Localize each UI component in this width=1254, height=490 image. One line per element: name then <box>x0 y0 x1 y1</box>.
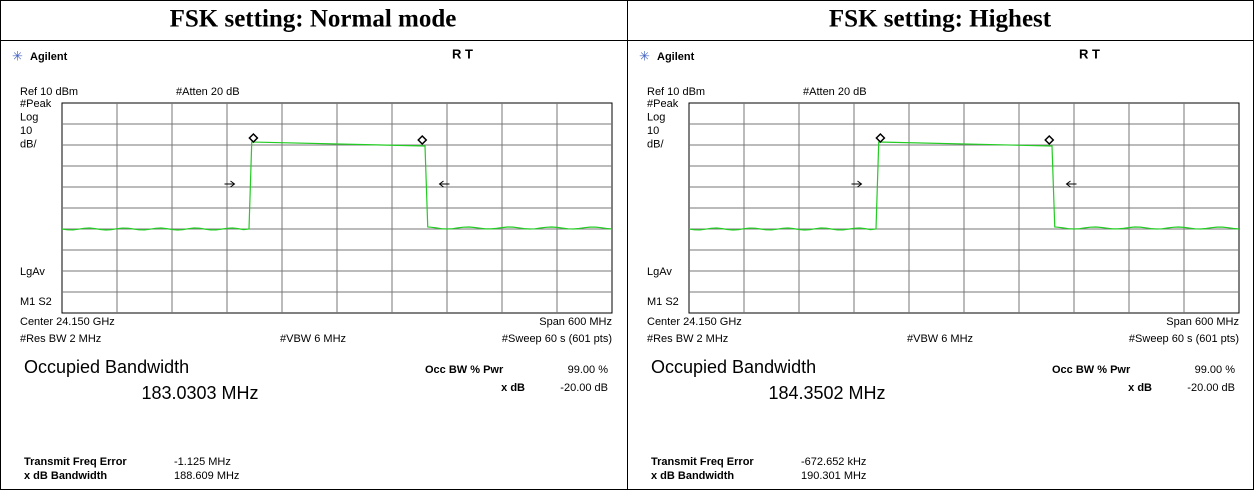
brand: Agilent <box>30 51 68 63</box>
brand: Agilent <box>657 51 695 63</box>
panel-title: FSK setting: Normal mode <box>170 6 457 33</box>
side-label: Log <box>20 111 38 123</box>
sweep: #Sweep 60 s (601 pts) <box>502 333 612 345</box>
xdb-value: -20.00 dB <box>1187 382 1235 394</box>
center-freq: Center 24.150 GHz <box>647 316 742 328</box>
sweep: #Sweep 60 s (601 pts) <box>1129 333 1239 345</box>
arrow-left <box>851 180 863 188</box>
tfe-value: -1.125 MHz <box>174 456 231 468</box>
obw-value: 184.3502 MHz <box>768 383 885 403</box>
status: R T <box>452 46 473 61</box>
side-label: dB/ <box>647 138 664 150</box>
arrow-right <box>438 180 450 188</box>
trace <box>688 141 1240 231</box>
side-label: dB/ <box>20 138 37 150</box>
attenuation: #Atten 20 dB <box>176 86 240 98</box>
res-bw: #Res BW 2 MHz <box>20 333 101 345</box>
tfe-label: Transmit Freq Error <box>651 456 754 468</box>
res-bw: #Res BW 2 MHz <box>647 333 728 345</box>
xbw-value: 188.609 MHz <box>174 470 239 482</box>
xdb-label: x dB <box>1128 382 1152 394</box>
attenuation: #Atten 20 dB <box>803 86 867 98</box>
xbw-label: x dB Bandwidth <box>24 470 107 482</box>
vbw: #VBW 6 MHz <box>280 333 346 345</box>
panel-title: FSK setting: Highest <box>829 6 1052 33</box>
tfe-label: Transmit Freq Error <box>24 456 127 468</box>
marker-label: M1 S2 <box>20 296 52 308</box>
logo: ✳ <box>639 48 650 63</box>
side-label: #Peak <box>647 98 679 110</box>
obw-value: 183.0303 MHz <box>141 383 258 403</box>
occ-label: Occ BW % Pwr <box>425 364 504 376</box>
occ-label: Occ BW % Pwr <box>1052 364 1131 376</box>
arrow-left <box>224 180 236 188</box>
span: Span 600 MHz <box>539 316 612 328</box>
marker-diamond <box>1044 134 1055 146</box>
obw-label: Occupied Bandwidth <box>651 357 816 377</box>
occ-value: 99.00 % <box>1195 364 1236 376</box>
vbw: #VBW 6 MHz <box>907 333 973 345</box>
trace <box>61 141 613 231</box>
marker-label: M1 S2 <box>647 296 679 308</box>
lgav: LgAv <box>647 266 672 278</box>
marker-diamond <box>875 132 886 144</box>
side-label: 10 <box>20 125 32 137</box>
ref-level: Ref 10 dBm <box>647 86 705 98</box>
marker-diamond <box>417 134 428 146</box>
xdb-label: x dB <box>501 382 525 394</box>
span: Span 600 MHz <box>1166 316 1239 328</box>
status: R T <box>1079 46 1100 61</box>
xbw-value: 190.301 MHz <box>801 470 866 482</box>
side-label: Log <box>647 111 665 123</box>
xdb-value: -20.00 dB <box>560 382 608 394</box>
logo: ✳ <box>12 48 23 63</box>
marker-diamond <box>248 132 259 144</box>
side-label: 10 <box>647 125 659 137</box>
center-freq: Center 24.150 GHz <box>20 316 115 328</box>
arrow-right <box>1065 180 1077 188</box>
lgav: LgAv <box>20 266 45 278</box>
obw-label: Occupied Bandwidth <box>24 357 189 377</box>
xbw-label: x dB Bandwidth <box>651 470 734 482</box>
occ-value: 99.00 % <box>568 364 609 376</box>
tfe-value: -672.652 kHz <box>801 456 866 468</box>
side-label: #Peak <box>20 98 52 110</box>
ref-level: Ref 10 dBm <box>20 86 78 98</box>
